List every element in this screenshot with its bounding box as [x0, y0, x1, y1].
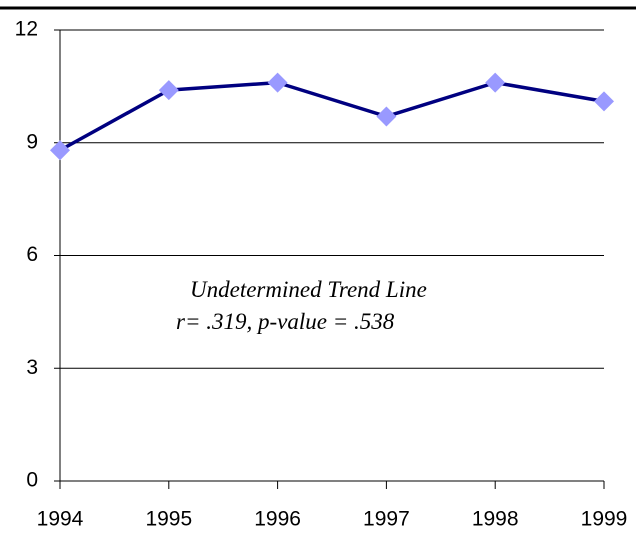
marker [594, 91, 614, 112]
x-tick-label: 1994 [37, 508, 84, 531]
y-tick-label: 6 [26, 243, 38, 266]
marker [376, 106, 397, 127]
marker [485, 72, 506, 93]
x-tick-label: 1999 [581, 508, 628, 531]
y-tick-label: 9 [26, 130, 38, 153]
x-tick-label: 1996 [254, 508, 301, 531]
y-tick-label: 3 [26, 356, 38, 379]
annotation: Undetermined Trend Line [190, 277, 427, 302]
y-tick-label: 0 [26, 469, 38, 492]
annotation: r= .319, p-value = .538 [176, 309, 395, 334]
x-tick-label: 1997 [363, 508, 410, 531]
x-tick-label: 1998 [472, 508, 519, 531]
marker [158, 80, 179, 101]
marker [267, 72, 288, 93]
data-line [59, 80, 605, 152]
y-tick-label: 12 [15, 18, 38, 41]
x-tick-label: 1995 [145, 508, 192, 531]
marker [50, 140, 70, 161]
